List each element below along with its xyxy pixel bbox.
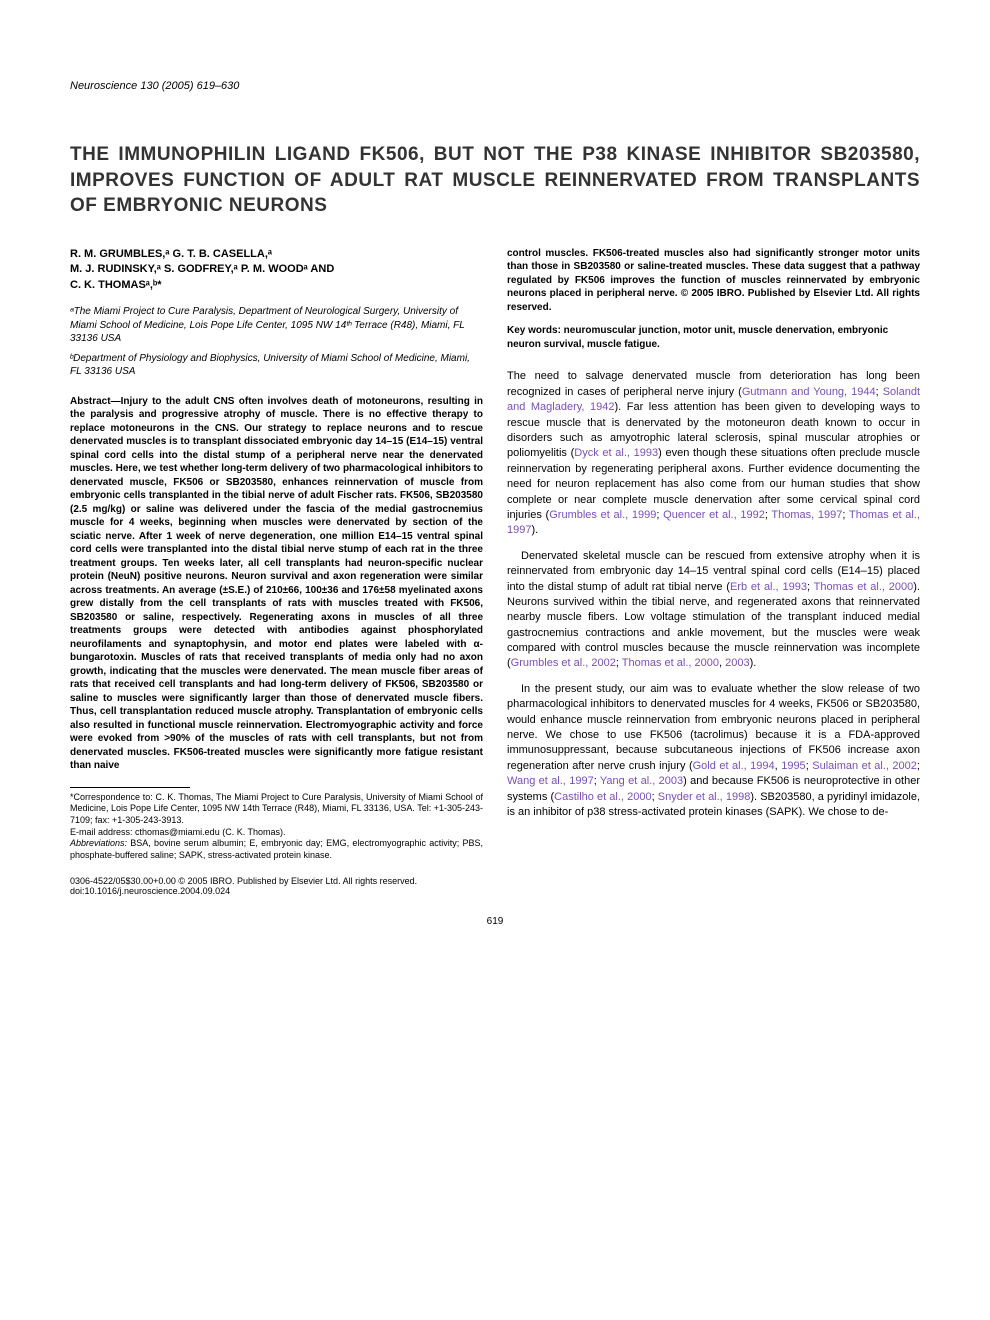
ref-gutmann-young-1944[interactable]: Gutmann and Young, 1944 xyxy=(742,386,876,398)
email-address: cthomas@miami.edu (C. K. Thomas). xyxy=(135,827,286,837)
journal-header: Neuroscience 130 (2005) 619–630 xyxy=(70,80,920,92)
abbreviations-label: Abbreviations: xyxy=(70,838,130,848)
keywords: Key words: neuromuscular junction, motor… xyxy=(507,324,920,351)
ref-grumbles-2002[interactable]: Grumbles et al., 2002 xyxy=(511,657,616,669)
ref-thomas-1997[interactable]: Thomas, 1997 xyxy=(771,509,842,521)
abstract-continuation: control muscles. FK506-treated muscles a… xyxy=(507,247,920,315)
affiliation-a: ᵃThe Miami Project to Cure Paralysis, De… xyxy=(70,305,483,346)
copyright-line: 0306-4522/05$30.00+0.00 © 2005 IBRO. Pub… xyxy=(70,876,920,896)
doi-text: doi:10.1016/j.neuroscience.2004.09.024 xyxy=(70,886,230,896)
email-footnote: E-mail address: cthomas@miami.edu (C. K.… xyxy=(70,827,483,839)
p3-indent: In the present study, our aim was to eva… xyxy=(507,682,920,821)
ref-thomas-2000b[interactable]: Thomas et al., 2000 xyxy=(622,657,719,669)
affiliations: ᵃThe Miami Project to Cure Paralysis, De… xyxy=(70,305,483,379)
ref-gold-1994[interactable]: Gold et al., 1994 xyxy=(693,760,775,772)
journal-name: Neuroscience xyxy=(70,80,137,92)
page-number: 619 xyxy=(70,916,920,927)
p2-indent: Denervated skeletal muscle can be rescue… xyxy=(507,549,920,672)
intro-paragraph-3: In the present study, our aim was to eva… xyxy=(507,682,920,821)
p2-text-f: ). xyxy=(750,657,757,669)
copyright-text: 0306-4522/05$30.00+0.00 © 2005 IBRO. Pub… xyxy=(70,876,417,886)
abbreviations-text: BSA, bovine serum albumin; E, embryonic … xyxy=(70,838,483,860)
ref-grumbles-1999[interactable]: Grumbles et al., 1999 xyxy=(549,509,656,521)
intro-paragraph-2: Denervated skeletal muscle can be rescue… xyxy=(507,549,920,672)
content-columns: R. M. GRUMBLES,ᵃ G. T. B. CASELLA,ᵃ M. J… xyxy=(70,247,920,862)
ref-sulaiman-2002[interactable]: Sulaiman et al., 2002 xyxy=(812,760,917,772)
journal-citation: 130 (2005) 619–630 xyxy=(140,80,239,92)
ref-wang-1997[interactable]: Wang et al., 1997 xyxy=(507,775,594,787)
authors-line-2: M. J. RUDINSKY,ᵃ S. GODFREY,ᵃ P. M. WOOD… xyxy=(70,262,483,277)
right-column: control muscles. FK506-treated muscles a… xyxy=(507,247,920,862)
p3-text-a: In the present study, our aim was to eva… xyxy=(507,683,920,772)
ref-dyck-1993[interactable]: Dyck et al., 1993 xyxy=(574,447,658,459)
p2-text-b: ; xyxy=(807,581,814,593)
authors-line-1: R. M. GRUMBLES,ᵃ G. T. B. CASELLA,ᵃ xyxy=(70,247,483,262)
article-title: THE IMMUNOPHILIN LIGAND FK506, BUT NOT T… xyxy=(70,142,920,219)
ref-castilho-2000[interactable]: Castilho et al., 2000 xyxy=(554,791,651,803)
intro-paragraph-1: The need to salvage denervated muscle fr… xyxy=(507,369,920,538)
left-column: R. M. GRUMBLES,ᵃ G. T. B. CASELLA,ᵃ M. J… xyxy=(70,247,483,862)
ref-erb-1993[interactable]: Erb et al., 1993 xyxy=(730,581,807,593)
ref-gold-1995[interactable]: 1995 xyxy=(781,760,805,772)
authors-line-3: C. K. THOMASᵃ,ᵇ* xyxy=(70,278,483,293)
abstract-text: Abstract—Injury to the adult CNS often i… xyxy=(70,395,483,773)
email-label: E-mail address: xyxy=(70,827,135,837)
ref-yang-2003[interactable]: Yang et al., 2003 xyxy=(600,775,683,787)
p1-text-b: ; xyxy=(876,386,883,398)
affiliation-b: ᵇDepartment of Physiology and Biophysics… xyxy=(70,352,483,379)
p1-text-h: ). xyxy=(531,524,538,536)
correspondence-footnote: *Correspondence to: C. K. Thomas, The Mi… xyxy=(70,792,483,827)
ref-thomas-2000[interactable]: Thomas et al., 2000 xyxy=(814,581,914,593)
ref-quencer-1992[interactable]: Quencer et al., 1992 xyxy=(663,509,765,521)
footnote-separator xyxy=(70,787,190,788)
ref-thomas-2003[interactable]: 2003 xyxy=(725,657,749,669)
p3-text-d: ; xyxy=(917,760,920,772)
p1-text-g: ; xyxy=(842,509,849,521)
author-list: R. M. GRUMBLES,ᵃ G. T. B. CASELLA,ᵃ M. J… xyxy=(70,247,483,293)
ref-snyder-1998[interactable]: Snyder et al., 1998 xyxy=(658,791,751,803)
abbreviations-footnote: Abbreviations: BSA, bovine serum albumin… xyxy=(70,838,483,861)
